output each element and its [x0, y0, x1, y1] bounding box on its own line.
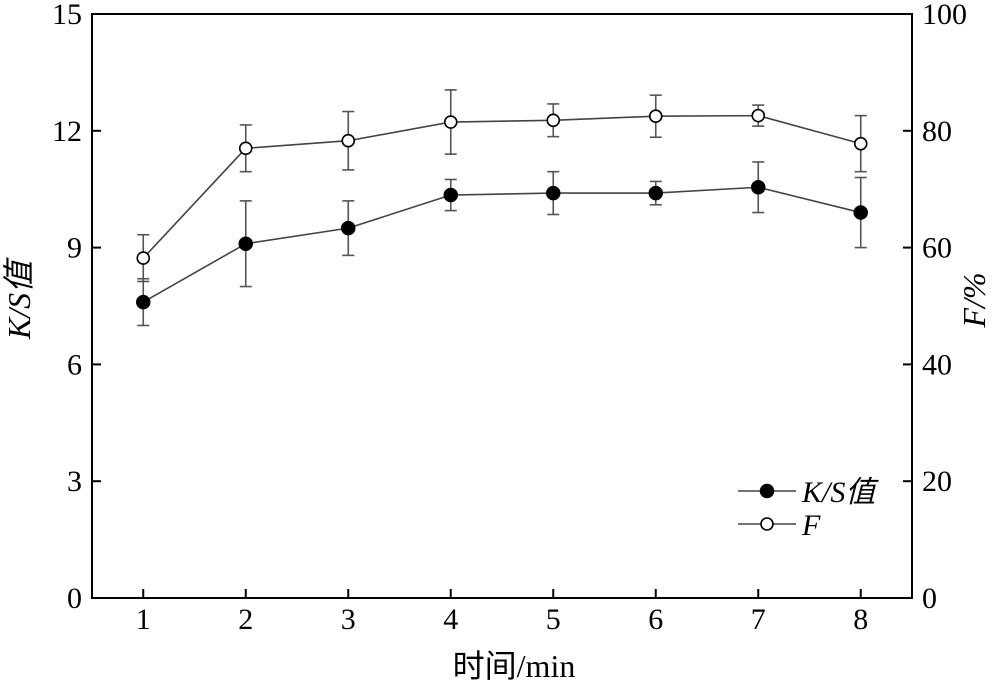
legend-marker-ks: [759, 483, 775, 499]
x-tick-label: 7: [751, 603, 766, 636]
legend-label-ks: K/S值: [801, 476, 879, 509]
x-ticks: 1 2 3 4 5 6 7 8: [136, 589, 868, 636]
left-y-tick-label: 6: [67, 348, 82, 381]
legend-marker-f: [760, 517, 774, 531]
left-y-ticks: 0 3 6 9 12 15: [52, 0, 101, 615]
left-y-axis-title: K/S值: [1, 257, 37, 340]
plot-frame: [91, 13, 913, 599]
right-y-axis-title: F/%: [956, 272, 992, 328]
data-point-f: [648, 109, 663, 123]
right-y-ticks: 0 20 40 60 80 100: [903, 0, 967, 615]
data-point-f: [546, 113, 561, 128]
series-ks: [136, 161, 868, 327]
x-tick-label: 1: [136, 603, 151, 636]
x-axis-title: 时间/min: [453, 648, 576, 684]
data-point-f: [853, 136, 868, 151]
x-tick-label: 3: [341, 603, 356, 636]
left-y-tick-label: 12: [52, 115, 82, 148]
left-y-tick-label: 0: [67, 582, 82, 615]
series-layer: [136, 89, 868, 327]
axes-frame: [91, 13, 913, 599]
data-point-ks: [238, 236, 253, 251]
x-tick-label: 6: [648, 603, 663, 636]
data-point-f: [136, 251, 151, 265]
data-point-ks: [546, 185, 561, 201]
data-point-f: [751, 108, 766, 123]
right-y-tick-label: 20: [922, 465, 952, 498]
data-point-ks: [443, 187, 458, 203]
data-point-ks: [648, 185, 663, 201]
right-y-tick-label: 60: [922, 232, 952, 265]
legend-label-f: F: [801, 509, 821, 542]
x-tick-label: 5: [546, 603, 561, 636]
x-tick-label: 4: [443, 603, 458, 636]
data-point-f: [238, 141, 253, 156]
left-y-tick-label: 9: [67, 232, 82, 265]
data-point-ks: [341, 220, 356, 236]
series-line-ks: [142, 186, 861, 303]
data-point-ks: [853, 205, 868, 220]
series-f: [136, 89, 868, 283]
right-y-tick-label: 100: [922, 0, 967, 31]
data-point-ks: [751, 180, 766, 195]
data-point-f: [443, 115, 458, 129]
x-tick-label: 8: [853, 603, 868, 636]
x-tick-label: 2: [238, 603, 253, 636]
right-y-tick-label: 80: [922, 115, 952, 148]
data-point-ks: [136, 294, 151, 310]
legend: K/S值 F: [738, 476, 879, 542]
right-y-tick-label: 40: [922, 348, 952, 381]
series-line-f: [142, 114, 861, 259]
left-y-tick-label: 15: [52, 0, 82, 31]
right-y-tick-label: 0: [922, 582, 937, 615]
data-point-f: [341, 133, 356, 148]
left-y-tick-label: 3: [67, 465, 82, 498]
